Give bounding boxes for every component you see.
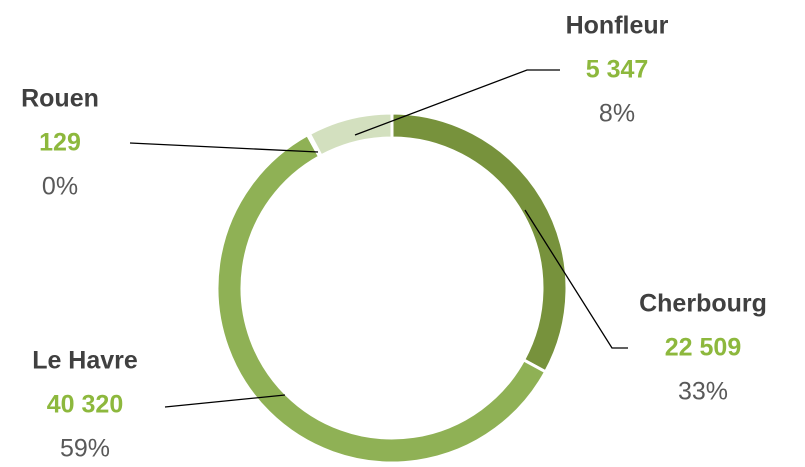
leader-line [129, 142, 319, 153]
leader-line [524, 209, 628, 349]
leader-line [354, 69, 560, 136]
data-label-value: 22 509 [665, 334, 741, 362]
data-label-value: 129 [39, 129, 81, 157]
data-label-value: 40 320 [47, 391, 123, 419]
donut-segment [307, 111, 394, 158]
data-label-percent: 59% [60, 435, 110, 463]
data-label-name: Honfleur [566, 12, 669, 40]
donut-segment [390, 111, 569, 374]
leader-line [164, 394, 286, 408]
data-label-percent: 8% [599, 100, 635, 128]
data-label-name: Le Havre [32, 347, 138, 375]
donut-segment [215, 132, 548, 465]
data-label-name: Cherbourg [639, 290, 767, 318]
data-label-percent: 33% [678, 378, 728, 406]
data-label-name: Rouen [21, 85, 99, 113]
data-label-percent: 0% [42, 173, 78, 201]
data-label-value: 5 347 [586, 56, 649, 84]
